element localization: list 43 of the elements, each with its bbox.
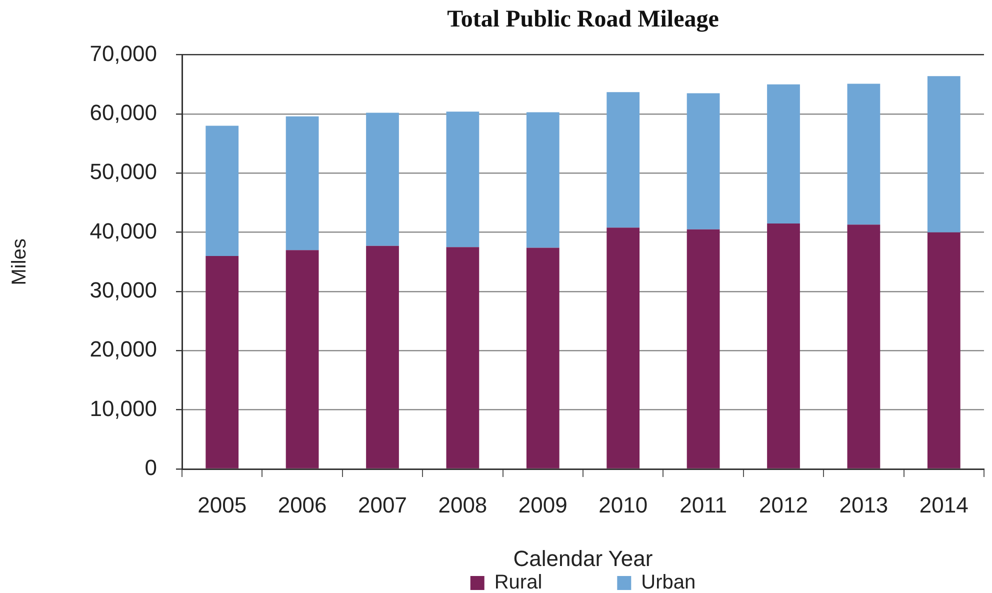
bar bbox=[847, 224, 880, 468]
x-tick-label: 2014 bbox=[919, 492, 968, 518]
y-tick-label: 20,000 bbox=[90, 336, 157, 362]
y-tick-label: 60,000 bbox=[90, 100, 157, 126]
x-tick-label: 2012 bbox=[759, 492, 808, 518]
bar bbox=[927, 232, 960, 468]
x-tick-label: 2010 bbox=[598, 492, 648, 518]
bar bbox=[686, 93, 720, 230]
bar bbox=[767, 223, 800, 468]
bar bbox=[286, 116, 319, 250]
x-tick-label: 2009 bbox=[518, 492, 568, 518]
bar bbox=[606, 92, 640, 228]
bar bbox=[526, 248, 560, 468]
x-tick-label: 2007 bbox=[358, 492, 407, 518]
bar bbox=[606, 228, 640, 468]
x-tick-label: 2006 bbox=[278, 492, 327, 518]
legend-label: Rural bbox=[494, 572, 542, 593]
chart-title: Total Public Road Mileage bbox=[447, 6, 720, 33]
y-tick-label: 30,000 bbox=[90, 278, 157, 303]
bar bbox=[767, 84, 800, 224]
bar bbox=[366, 112, 399, 246]
bar bbox=[206, 126, 239, 256]
legend-label: Urban bbox=[641, 572, 696, 593]
y-tick-label: 40,000 bbox=[90, 218, 157, 244]
bar bbox=[286, 250, 319, 468]
bar bbox=[206, 256, 239, 468]
y-tick-label: 0 bbox=[144, 455, 157, 480]
x-tick-label: 2013 bbox=[839, 492, 888, 518]
x-tick-label: 2008 bbox=[438, 492, 488, 518]
bar bbox=[526, 112, 560, 248]
y-tick-label: 70,000 bbox=[90, 40, 157, 66]
x-tick-label: 2005 bbox=[198, 492, 247, 518]
y-tick-label: 50,000 bbox=[90, 159, 157, 184]
bar bbox=[366, 246, 399, 468]
y-axis-title: Miles bbox=[8, 238, 31, 286]
bar bbox=[446, 112, 480, 248]
bar bbox=[446, 247, 480, 468]
bar bbox=[847, 84, 880, 225]
bar bbox=[927, 76, 960, 232]
x-axis-title: Calendar Year bbox=[513, 546, 653, 571]
bar bbox=[686, 229, 720, 468]
y-tick-label: 10,000 bbox=[90, 396, 157, 421]
x-tick-label: 2011 bbox=[680, 492, 727, 518]
